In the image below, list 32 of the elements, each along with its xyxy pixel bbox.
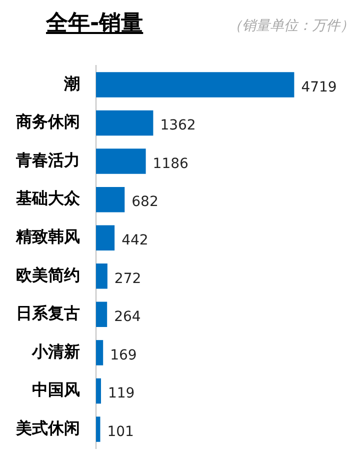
y-tick-label: 基础大众 (15, 188, 81, 208)
bar (96, 302, 108, 328)
bar (96, 148, 146, 174)
bar (96, 264, 108, 289)
bar (96, 110, 154, 136)
data-label: 442 (122, 232, 148, 248)
data-label: 101 (107, 424, 134, 440)
chart-subtitle: （销量单位：万件） (228, 17, 354, 35)
data-label: 1186 (152, 156, 189, 172)
data-label: 264 (114, 309, 141, 326)
bar (96, 340, 104, 366)
data-label: 272 (114, 270, 142, 287)
y-tick-label: 精致韩风 (15, 227, 80, 246)
y-tick-label: 青春活力 (15, 150, 80, 170)
bar (96, 72, 294, 98)
y-tick-label: 美式休闲 (15, 418, 80, 438)
bar (96, 378, 101, 404)
bar (96, 416, 100, 442)
y-tick-label: 潮 (63, 74, 80, 93)
y-tick-label: 中国风 (32, 380, 80, 400)
y-tick-label: 日系复古 (16, 304, 80, 323)
data-label: 169 (110, 347, 137, 364)
y-tick-label: 小清新 (31, 342, 80, 361)
chart-title: 全年-销量 (46, 10, 144, 38)
y-tick-label: 欧美简约 (16, 265, 80, 284)
data-label: 4719 (301, 79, 337, 96)
bar (96, 225, 115, 250)
data-label: 119 (108, 386, 135, 402)
bar (96, 186, 125, 212)
y-tick-label: 商务休闲 (15, 112, 80, 132)
data-label: 682 (132, 194, 158, 210)
data-label: 1362 (160, 118, 196, 134)
